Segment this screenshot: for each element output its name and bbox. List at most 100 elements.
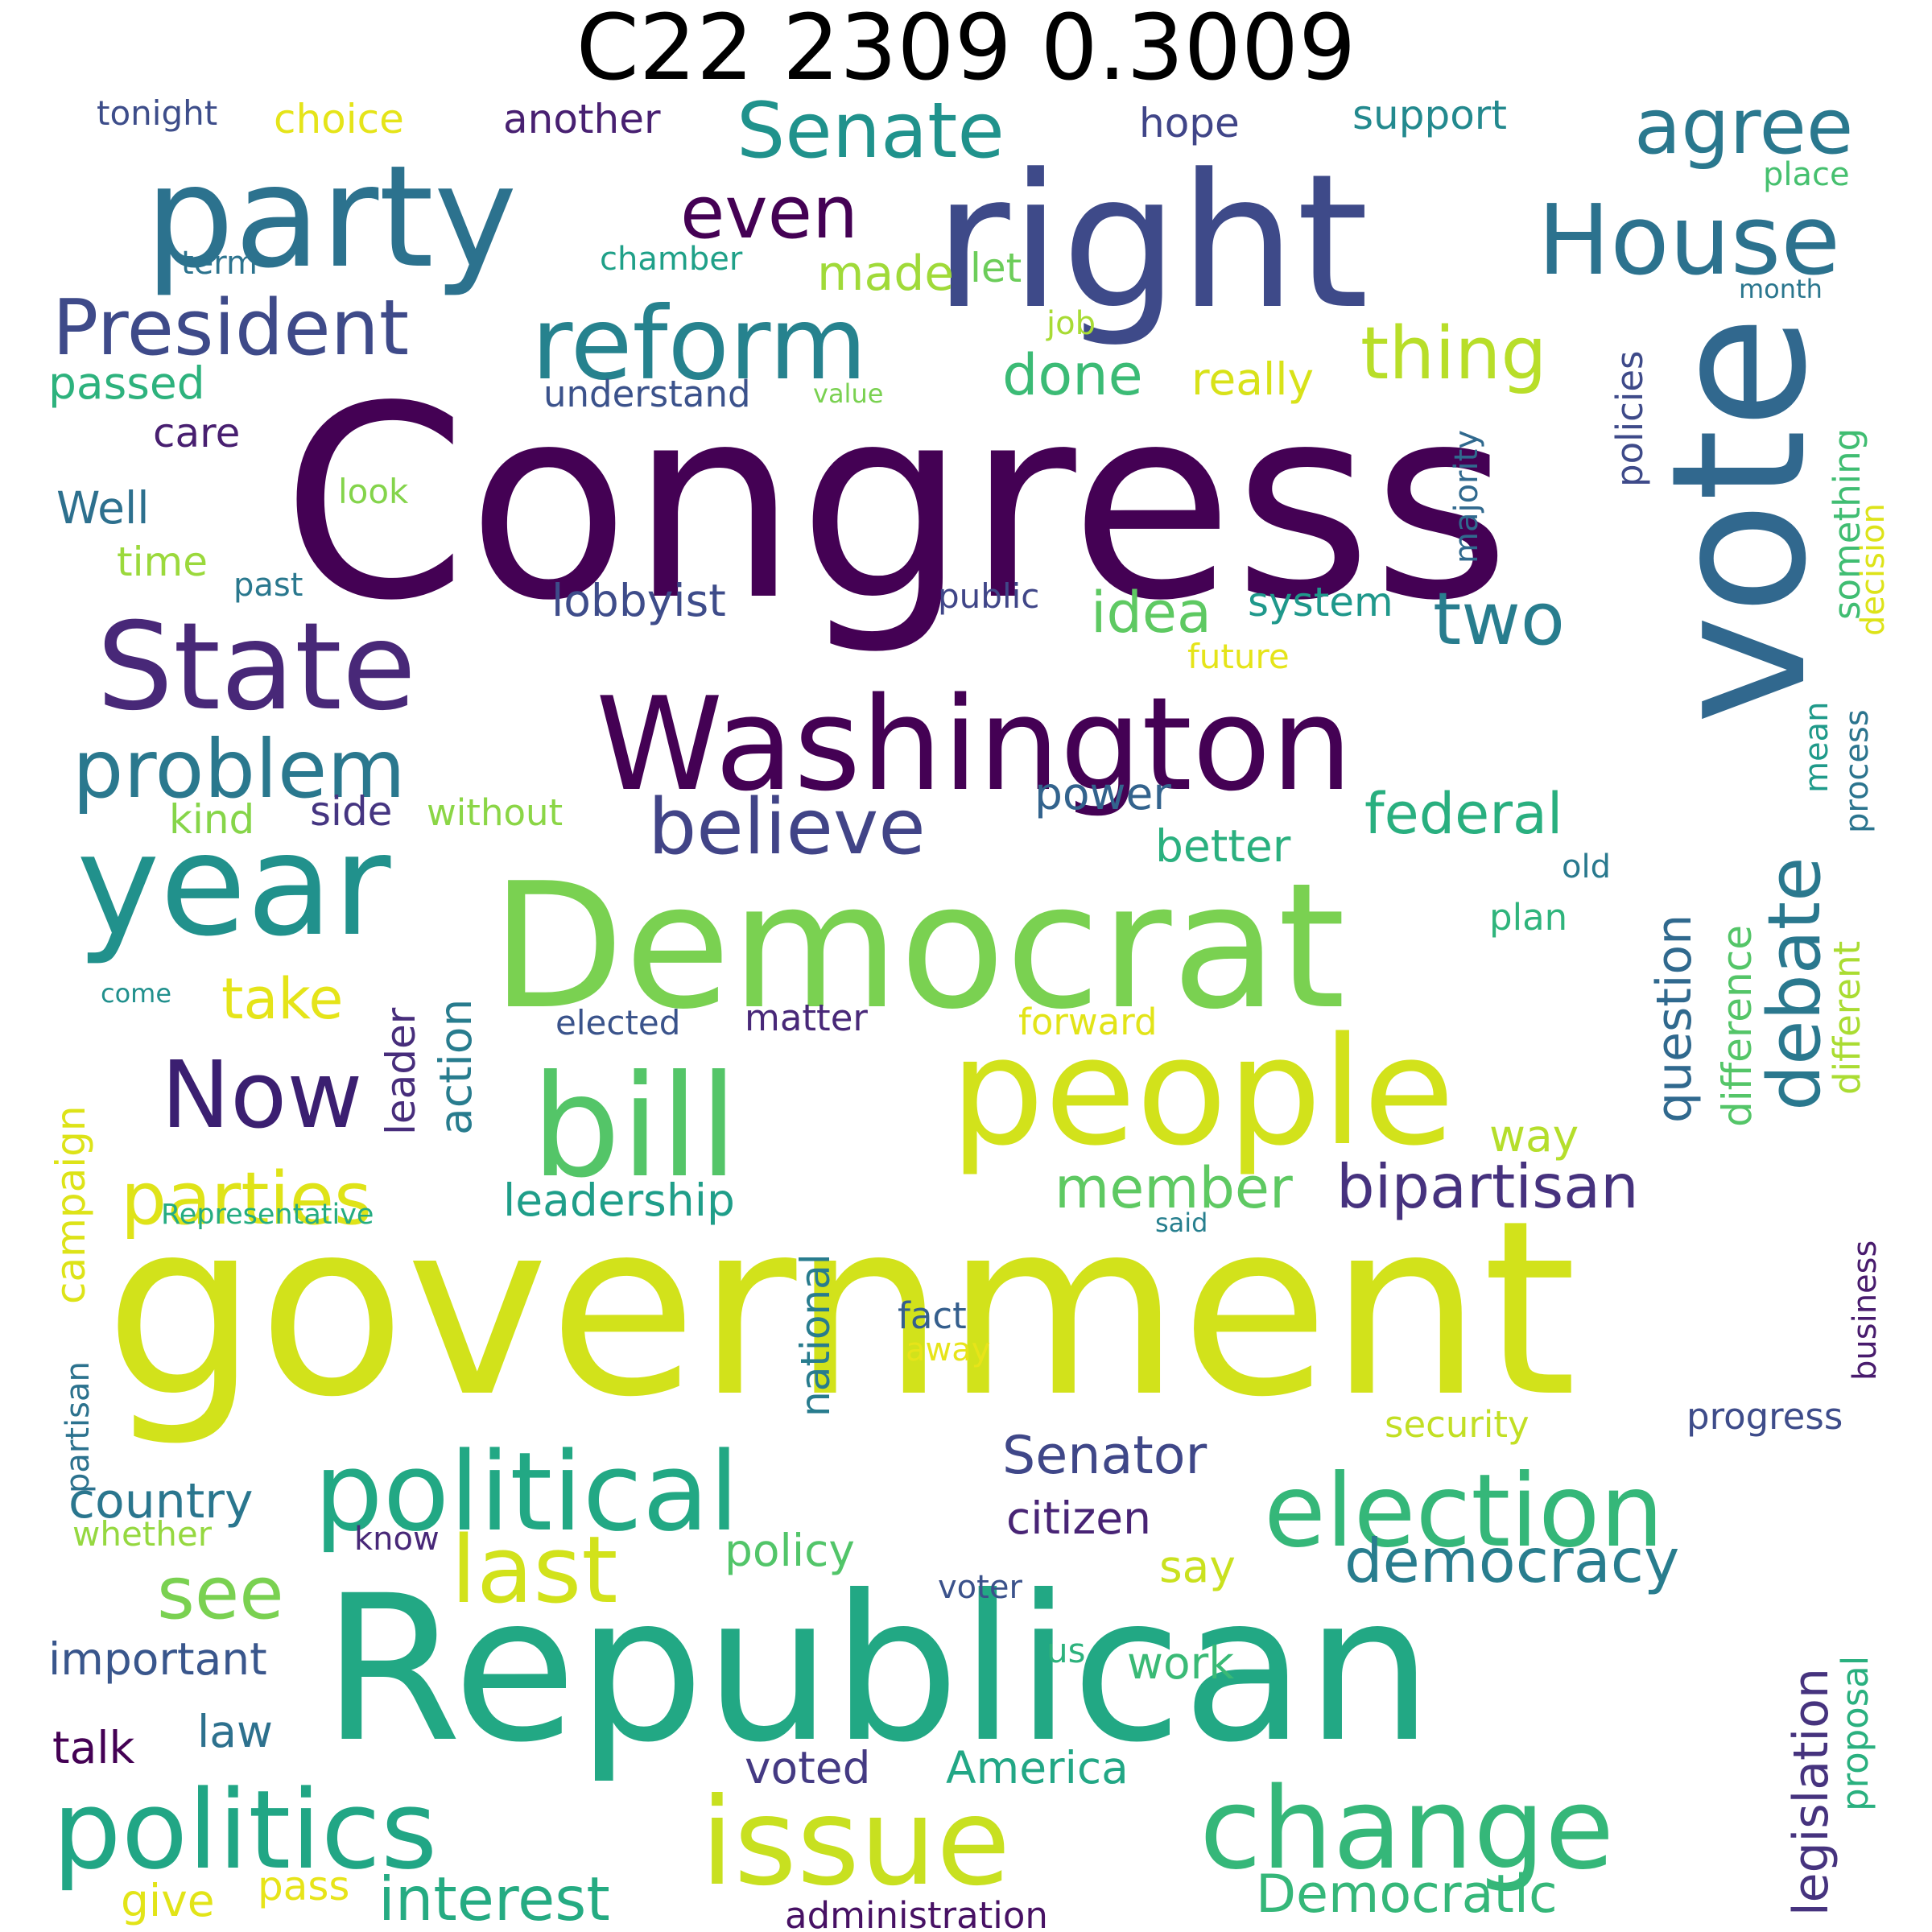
word-done: done (1002, 342, 1143, 408)
word-support: support (1352, 92, 1507, 138)
word-without: without (427, 791, 563, 834)
word-change: change (1199, 1764, 1614, 1895)
word-partisan: partisan (60, 1361, 97, 1493)
word-legislation: legislation (1783, 1668, 1839, 1916)
word-leader: leader (378, 1007, 424, 1135)
word-house: House (1538, 185, 1840, 297)
word-decision: decision (1855, 503, 1892, 636)
word-state: State (97, 597, 416, 737)
word-lobbyist: lobbyist (551, 575, 726, 626)
word-washington: Washington (596, 669, 1352, 819)
word-past: past (233, 567, 303, 604)
word-interest: interest (378, 1864, 610, 1932)
word-voter: voter (938, 1569, 1022, 1606)
word-problem: problem (72, 722, 406, 816)
word-campaign: campaign (47, 1105, 94, 1304)
word-debate: debate (1752, 857, 1837, 1111)
word-work: work (1127, 1637, 1234, 1689)
word-chamber: chamber (600, 241, 743, 278)
word-something: something (1826, 428, 1868, 620)
word-political: political (314, 1429, 739, 1555)
word-believe: believe (648, 783, 926, 872)
word-care: care (153, 410, 240, 456)
word-citizen: citizen (1006, 1492, 1151, 1544)
word-system: system (1248, 579, 1393, 625)
word-important: important (48, 1633, 267, 1685)
word-value: value (813, 378, 883, 409)
word-us: us (1046, 1631, 1086, 1670)
word-republican: Republican (322, 1552, 1433, 1786)
word-come: come (101, 978, 171, 1009)
word-talk: talk (52, 1722, 135, 1773)
word-party: party (145, 136, 517, 299)
word-issue: issue (700, 1773, 1010, 1913)
word-process: process (1839, 709, 1876, 833)
word-power: power (1034, 768, 1171, 819)
word-democrat: Democrat (491, 845, 1345, 1047)
word-tonight: tonight (97, 93, 217, 133)
word-politics: politics (52, 1767, 437, 1893)
word-parties: parties (121, 1157, 372, 1241)
word-now: Now (161, 1042, 362, 1150)
word-business: business (1847, 1241, 1884, 1381)
word-law: law (197, 1706, 273, 1757)
word-side: side (310, 788, 392, 835)
word-vote: vote (1633, 315, 1847, 724)
word-kind: kind (169, 796, 254, 843)
word-government: government (105, 1169, 1577, 1450)
word-democracy: democracy (1344, 1525, 1679, 1596)
word-pass: pass (258, 1863, 349, 1909)
word-country: country (68, 1473, 253, 1530)
word-take: take (221, 966, 343, 1032)
word-president: President (52, 284, 409, 373)
word-forward: forward (1018, 1001, 1158, 1043)
word-time: time (117, 539, 208, 585)
word-last: last (451, 1517, 617, 1624)
word-bill: bill (531, 1046, 738, 1209)
word-public: public (938, 576, 1039, 616)
word-another: another (503, 96, 661, 142)
word-bipartisan: bipartisan (1336, 1151, 1639, 1222)
word-two: two (1433, 577, 1565, 662)
word-voted: voted (745, 1742, 871, 1794)
word-matter: matter (745, 997, 868, 1039)
word-policy: policy (724, 1525, 855, 1576)
word-america: America (946, 1742, 1129, 1794)
word-majority: majority (1448, 430, 1485, 564)
word-elected: elected (555, 1003, 680, 1042)
word-better: better (1155, 820, 1291, 872)
word-agree: agree (1634, 83, 1853, 171)
word-whether: whether (72, 1514, 213, 1554)
word-representative: Representative (161, 1199, 374, 1231)
word-question: question (1646, 914, 1703, 1123)
word-choice: choice (274, 96, 404, 142)
word-senator: Senator (1002, 1426, 1208, 1486)
figure-title: C22 2309 0.3009 (576, 0, 1356, 101)
word-proposal: proposal (1834, 1656, 1876, 1811)
word-mean: mean (1798, 702, 1835, 793)
word-policies: policies (1608, 351, 1651, 487)
word-national: national (792, 1253, 839, 1417)
word-federal: federal (1364, 781, 1563, 847)
word-senate: Senate (737, 87, 1005, 175)
word-made: made (817, 246, 954, 302)
word-term: term (181, 245, 258, 282)
word-give: give (121, 1875, 215, 1926)
word-security: security (1385, 1403, 1530, 1446)
word-administration: administration (785, 1894, 1048, 1932)
word-right: right (934, 135, 1368, 350)
word-people: people (950, 1005, 1455, 1179)
word-see: see (157, 1551, 284, 1636)
word-thing: thing (1360, 312, 1547, 396)
word-election: election (1264, 1453, 1664, 1570)
word-passed: passed (48, 357, 205, 409)
word-hope: hope (1139, 100, 1240, 147)
word-place: place (1763, 156, 1850, 193)
word-said: said (1155, 1208, 1208, 1238)
word-even: even (680, 171, 858, 255)
word-progress: progress (1686, 1395, 1843, 1438)
word-future: future (1187, 637, 1290, 676)
word-understand: understand (543, 373, 751, 415)
